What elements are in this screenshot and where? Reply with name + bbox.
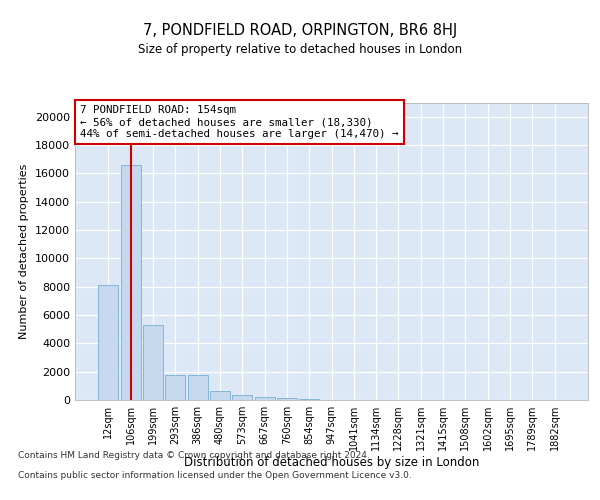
Text: 7, PONDFIELD ROAD, ORPINGTON, BR6 8HJ: 7, PONDFIELD ROAD, ORPINGTON, BR6 8HJ bbox=[143, 22, 457, 38]
Bar bbox=[121, 165, 141, 400]
Bar bbox=[188, 375, 208, 400]
Bar bbox=[232, 396, 252, 400]
Y-axis label: Number of detached properties: Number of detached properties bbox=[19, 164, 29, 339]
Bar bbox=[299, 398, 319, 400]
Text: Size of property relative to detached houses in London: Size of property relative to detached ho… bbox=[138, 42, 462, 56]
Text: 7 PONDFIELD ROAD: 154sqm
← 56% of detached houses are smaller (18,330)
44% of se: 7 PONDFIELD ROAD: 154sqm ← 56% of detach… bbox=[80, 106, 398, 138]
Text: Contains public sector information licensed under the Open Government Licence v3: Contains public sector information licen… bbox=[18, 470, 412, 480]
Text: Contains HM Land Registry data © Crown copyright and database right 2024.: Contains HM Land Registry data © Crown c… bbox=[18, 450, 370, 460]
Bar bbox=[277, 398, 297, 400]
X-axis label: Distribution of detached houses by size in London: Distribution of detached houses by size … bbox=[184, 456, 479, 469]
Bar bbox=[254, 397, 275, 400]
Bar bbox=[143, 325, 163, 400]
Bar bbox=[210, 391, 230, 400]
Bar bbox=[165, 375, 185, 400]
Bar bbox=[98, 285, 118, 400]
